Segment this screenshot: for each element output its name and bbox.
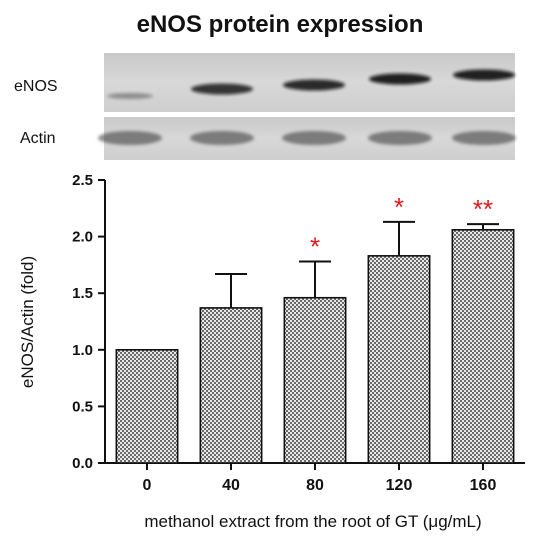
- bar: [451, 229, 515, 464]
- x-ticks: 0 40 80 120 160: [143, 463, 497, 494]
- enos-band: [283, 79, 345, 91]
- significance-mark: *: [310, 232, 320, 262]
- blot-label-enos: eNOS: [14, 78, 58, 95]
- enos-band: [191, 83, 253, 95]
- bar: [115, 348, 179, 464]
- enos-band: [107, 93, 153, 99]
- y-tick-label: 2.0: [72, 229, 93, 246]
- x-tick-label: 120: [386, 477, 413, 494]
- chart-title: eNOS protein expression: [137, 11, 424, 38]
- actin-band: [368, 131, 432, 145]
- bars: [115, 229, 515, 464]
- y-tick-label: 1.5: [72, 285, 93, 302]
- enos-band: [369, 73, 431, 85]
- x-tick-label: 80: [306, 477, 324, 494]
- y-axis-title: eNOS/Actin (fold): [18, 256, 37, 388]
- bar: [283, 296, 347, 464]
- x-axis-title: methanol extract from the root of GT (μg…: [144, 512, 481, 531]
- x-tick-label: 40: [222, 477, 240, 494]
- y-tick-label: 1.0: [72, 342, 93, 359]
- significance-mark: *: [394, 192, 404, 222]
- actin-band: [282, 131, 346, 145]
- error-bars: [215, 220, 499, 308]
- actin-band: [98, 131, 162, 145]
- significance-mark: **: [473, 194, 493, 224]
- blot-label-actin: Actin: [20, 130, 56, 147]
- y-tick-label: 2.5: [72, 172, 93, 189]
- bar: [367, 255, 431, 464]
- y-tick-label: 0.0: [72, 455, 93, 472]
- actin-band: [190, 131, 254, 145]
- enos-band: [453, 69, 515, 81]
- significance-marks: ** **: [310, 192, 493, 262]
- x-tick-label: 160: [470, 477, 497, 494]
- x-tick-label: 0: [143, 477, 152, 494]
- blot-bands: [98, 69, 516, 145]
- y-tick-label: 0.5: [72, 398, 93, 415]
- actin-band: [452, 131, 516, 145]
- bar: [199, 307, 263, 464]
- y-axis: 0.0 0.5 1.0 1.5 2.0 2.5: [72, 172, 106, 472]
